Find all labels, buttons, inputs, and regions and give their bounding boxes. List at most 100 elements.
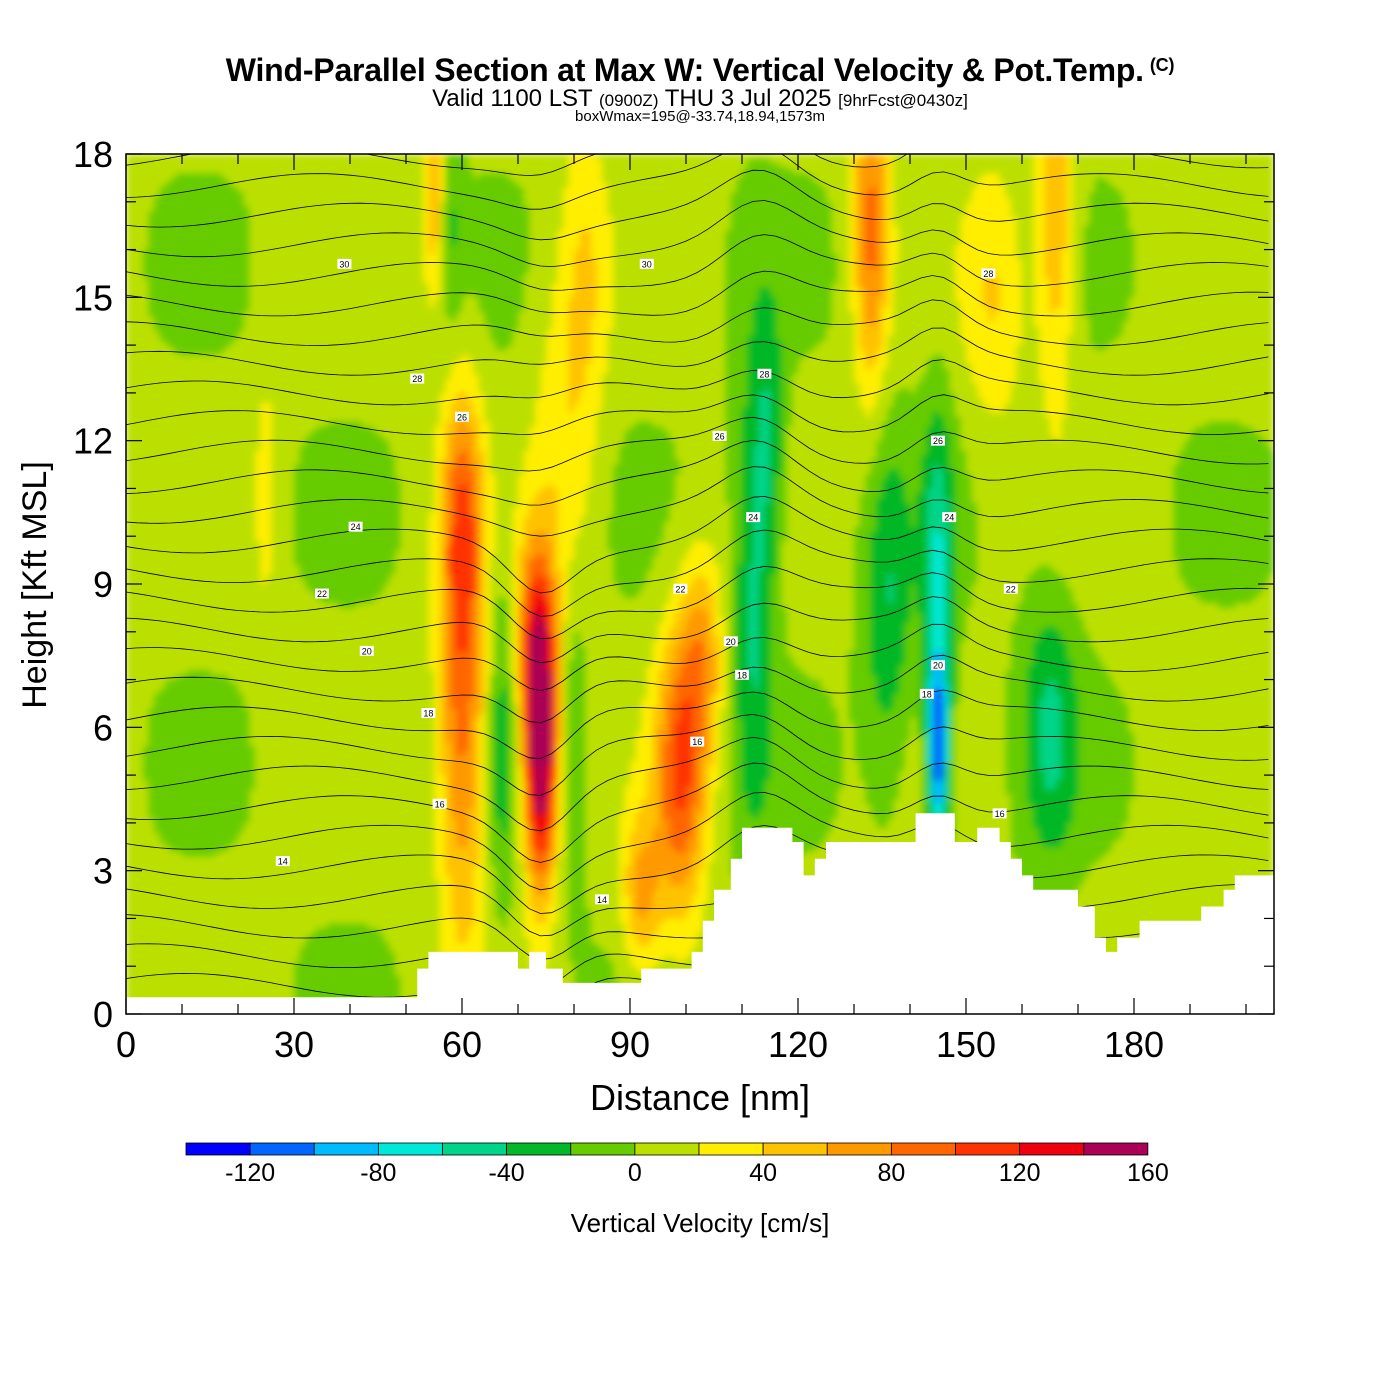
x-axis-label: Distance [nm]: [590, 1077, 810, 1118]
contour-label: 30: [339, 259, 349, 269]
colorbar-tick-label: 40: [749, 1159, 777, 1187]
x-tick-label: 30: [274, 1024, 314, 1065]
contour-label-bg: [712, 430, 727, 441]
colorbar-swatch: [762, 1142, 828, 1156]
colorbar-swatch: [1083, 1142, 1149, 1156]
title-text: Wind-Parallel Section at Max W: Vertical…: [225, 52, 1144, 88]
contour-label-bg: [735, 669, 749, 680]
x-tick-label: 150: [936, 1024, 996, 1065]
theta-contour-line: [126, 689, 1269, 759]
contour-label: 14: [278, 857, 288, 867]
theta-contour-line: [126, 439, 1269, 506]
contour-label: 28: [412, 374, 422, 384]
axis-ticks: [125, 153, 1274, 1015]
colorbar-swatch: [442, 1142, 508, 1156]
theta-contour-line: [126, 394, 1269, 435]
contour-label: 30: [642, 259, 652, 269]
contour-label-bg: [1003, 583, 1018, 594]
contour-label-bg: [919, 688, 934, 699]
theta-contour-line: [126, 98, 1268, 139]
colorbar-swatch: [955, 1142, 1021, 1156]
theta-contour-labels: 14 14 16 16 16 18 18 18 20 20 20 22 22 22 24 24 24 26 26 26…: [275, 258, 1018, 905]
theta-contour-line: [126, 714, 1269, 796]
contour-label-bg: [359, 645, 374, 656]
theta-contour-line: [126, 299, 1269, 347]
contour-label-bg: [455, 411, 469, 422]
contour-label: 22: [317, 589, 327, 599]
y-tick-labels: 0 3 6 9 12 15 18: [73, 134, 113, 1035]
contour-label-bg: [348, 521, 363, 532]
y-tick-label: 9: [93, 564, 113, 605]
contour-label-bg: [337, 258, 352, 269]
contour-label: 14: [597, 895, 607, 905]
colorbar-tick-label: 0: [628, 1159, 642, 1187]
contour-label-bg: [432, 798, 447, 809]
colorbar-tick-label: 80: [877, 1159, 905, 1187]
copyright-mark: (C): [1149, 55, 1175, 75]
theta-contour-line: [126, 565, 1269, 640]
valid-prefix: Valid 1100 LST: [432, 85, 593, 112]
theta-contour-line: [126, 654, 1269, 724]
y-tick-label: 3: [93, 851, 113, 892]
contour-label: 16: [435, 799, 445, 809]
contour-label: 26: [933, 436, 943, 446]
y-axis-label: Height [Kft MSL]: [16, 461, 54, 709]
vertical-velocity-field: [126, 154, 1274, 1014]
colorbar-swatch: [313, 1142, 379, 1156]
contour-label: 24: [748, 513, 758, 523]
contour-label-bg: [931, 660, 945, 671]
x-tick-label: 90: [610, 1024, 650, 1065]
forecast-info: [9hrFcst@0430z]: [838, 91, 968, 110]
theta-contour-line: [126, 270, 1269, 317]
colorbar-swatch: [506, 1142, 572, 1156]
contour-label: 26: [457, 412, 467, 422]
colorbar-swatch: [634, 1142, 700, 1156]
contour-label-bg: [639, 258, 654, 269]
colorbar-tick-label: 120: [999, 1159, 1041, 1187]
contour-label-bg: [421, 708, 436, 718]
contour-label-bg: [690, 736, 705, 747]
contour-label: 20: [362, 646, 372, 656]
theta-contour-line: [126, 200, 1269, 268]
contour-label: 28: [983, 269, 993, 279]
theta-contour-line: [126, 169, 1269, 241]
box-wmax-line: boxWmax=195@-33.74,18.94,1573m: [575, 108, 825, 125]
theta-contours: [126, 98, 1269, 1014]
colorbar-tick-label: -120: [225, 1159, 275, 1187]
theta-contour-line: [126, 154, 1269, 210]
y-tick-label: 0: [93, 994, 113, 1035]
theta-contour-line: [126, 736, 1269, 832]
theta-contour-line: [126, 359, 1269, 406]
contour-label-bg: [673, 583, 688, 594]
colorbar-swatch: [570, 1142, 636, 1156]
y-tick-label: 6: [93, 707, 113, 748]
x-tick-label: 0: [116, 1024, 136, 1065]
contour-label: 20: [933, 661, 943, 671]
y-tick-label: 12: [73, 421, 113, 462]
colorbar-swatch: [698, 1142, 764, 1156]
colorbar-swatch: [1019, 1142, 1085, 1156]
contour-label-bg: [942, 512, 957, 523]
contour-label: 16: [995, 809, 1005, 819]
colorbar-swatch: [185, 1142, 251, 1156]
colorbar-tick-label: 160: [1127, 1159, 1169, 1187]
contour-label-bg: [757, 368, 772, 379]
theta-contour-line: [126, 466, 1269, 537]
contour-label-bg: [981, 268, 996, 279]
x-tick-label: 60: [442, 1024, 482, 1065]
colorbar-swatch: [826, 1142, 892, 1156]
contour-label: 20: [726, 637, 736, 647]
theta-contour-line: [126, 529, 1269, 617]
contour-label: 24: [351, 522, 361, 532]
x-tick-label: 180: [1104, 1024, 1164, 1065]
theta-contour-line: [126, 825, 1269, 914]
colorbar: [185, 1142, 1149, 1156]
theta-contour-line: [126, 623, 1269, 692]
colorbar-swatch: [890, 1142, 956, 1156]
contour-label: 18: [922, 689, 932, 699]
colorbar-tick-labels: -120 -80 -40 0 40 80 120 160: [225, 1159, 1169, 1187]
chart-title: Wind-Parallel Section at Max W: Vertical…: [0, 52, 1400, 89]
contour-label-bg: [746, 512, 761, 523]
x-tick-labels: 0 30 60 90 120 150 180: [116, 1024, 1164, 1065]
